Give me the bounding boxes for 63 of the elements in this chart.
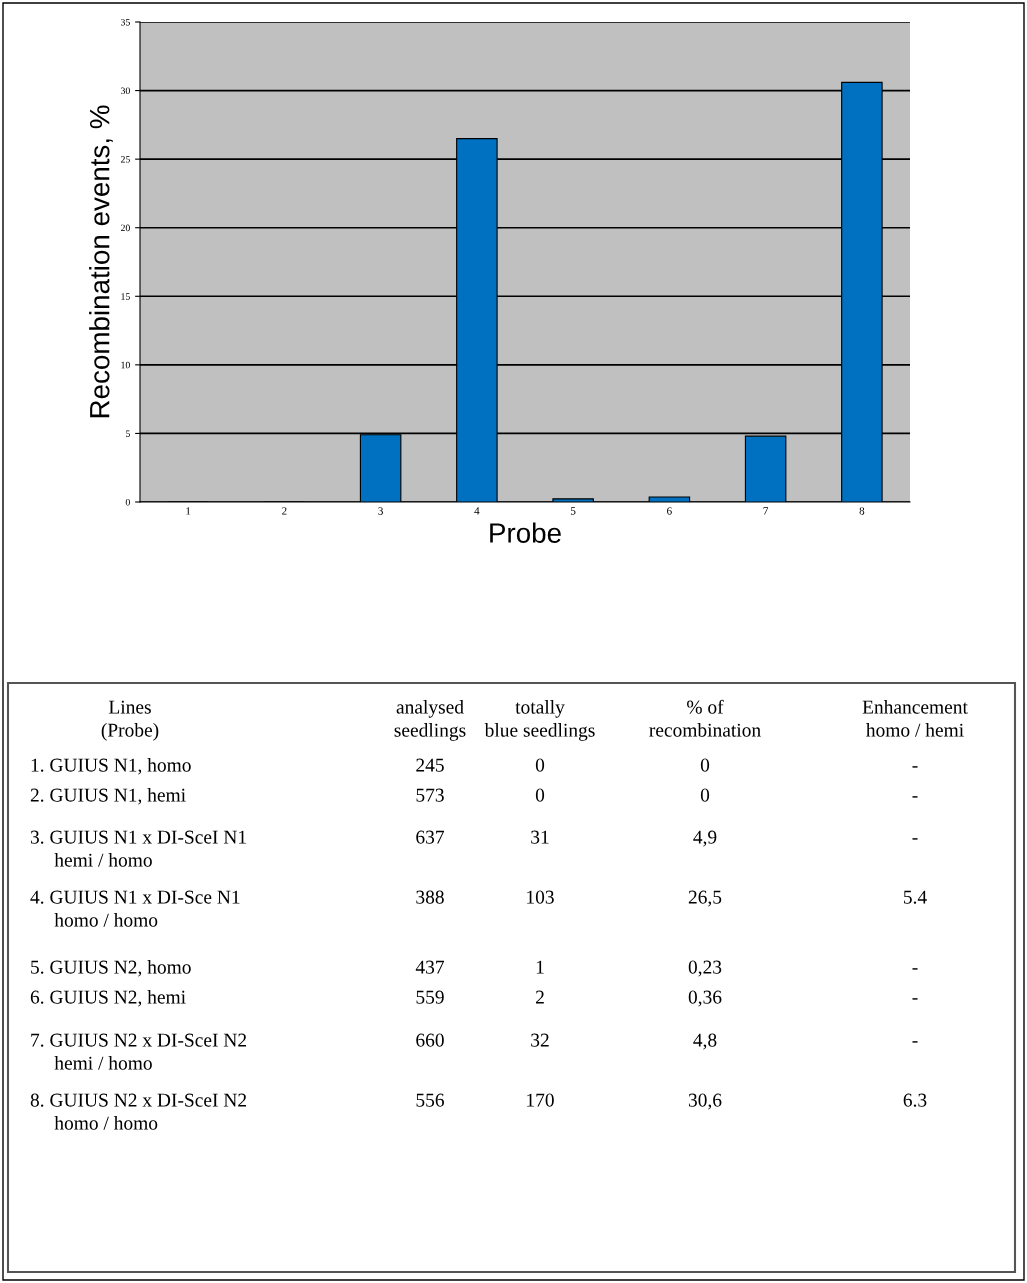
y-tick-label: 5 xyxy=(125,430,130,437)
text: 559 xyxy=(416,990,444,1004)
text: 437 xyxy=(415,960,445,974)
text: 6.3 xyxy=(903,1093,927,1107)
text: 660 xyxy=(416,1033,444,1047)
text: 4. GUIUS N1 x DI-Sce N1 homo / homo xyxy=(30,890,240,927)
text: 4,9 xyxy=(693,830,717,847)
text: 6. GUIUS N2, hemi xyxy=(30,990,186,1007)
text: 32 xyxy=(531,1033,549,1047)
x-tick-label: 6 xyxy=(667,507,672,515)
y-tick-label: 25 xyxy=(120,156,130,163)
text: 2. GUIUS N1, hemi xyxy=(30,788,186,805)
y-tick-label: 0 xyxy=(125,498,130,506)
text: Enhancement homo / hemi xyxy=(862,700,968,737)
text: 556 xyxy=(416,1093,444,1107)
text: 170 xyxy=(527,1093,554,1107)
y-axis-title: Recombination events, % xyxy=(89,105,113,418)
y-tick-label: 35 xyxy=(121,18,130,26)
x-tick-label: 5 xyxy=(570,507,576,515)
text: - xyxy=(912,766,918,768)
y-tick-label: 10 xyxy=(121,361,130,369)
text: totally blue seedlings xyxy=(484,700,595,741)
text: Lines (Probe) xyxy=(101,700,159,741)
text: 388 xyxy=(416,890,444,904)
text: 5. GUIUS N2, homo xyxy=(31,960,191,977)
text: 2 xyxy=(535,990,544,1004)
text: 245 xyxy=(416,758,444,772)
x-axis-title: Probe xyxy=(490,522,561,543)
text: 0,23 xyxy=(688,960,722,977)
text: 8. GUIUS N2 x DI-SceI N2 homo / homo xyxy=(30,1093,247,1130)
text: 0 xyxy=(535,788,545,802)
text: 3. GUIUS N1 x DI-SceI N1 hemi / homo xyxy=(30,830,246,867)
x-tick-label: 7 xyxy=(763,507,769,515)
text: 0 xyxy=(700,758,710,772)
text: 637 xyxy=(416,830,445,844)
text: - xyxy=(912,838,918,840)
text: - xyxy=(912,968,918,970)
text: 7. GUIUS N2 x DI-SceI N2 hemi / homo xyxy=(31,1033,247,1070)
x-tick-label: 8 xyxy=(859,507,865,515)
text: 5.4 xyxy=(903,890,927,904)
text: 0 xyxy=(535,758,545,772)
text: 103 xyxy=(527,890,554,904)
text: 0,36 xyxy=(688,990,722,1007)
text: 31 xyxy=(531,830,549,844)
x-tick-label: 3 xyxy=(378,507,383,515)
text: 1 xyxy=(536,960,544,974)
text: 573 xyxy=(416,788,444,802)
y-tick-label: 20 xyxy=(120,224,130,232)
text: - xyxy=(912,1041,918,1043)
text: 0 xyxy=(700,788,710,802)
text: 26,5 xyxy=(688,890,722,907)
text: 30,6 xyxy=(688,1093,722,1110)
text: 1. GUIUS N1, homo xyxy=(31,758,191,775)
x-tick-label: 1 xyxy=(186,507,191,515)
x-tick-label: 2 xyxy=(282,507,287,515)
text: 4,8 xyxy=(693,1033,717,1050)
text: - xyxy=(912,998,918,1000)
y-tick-label: 15 xyxy=(121,293,130,300)
x-tick-label: 4 xyxy=(474,507,480,515)
text: analysed seedlings xyxy=(394,700,466,741)
text: % of recombination xyxy=(649,699,761,737)
y-tick-label: 30 xyxy=(121,87,130,95)
text: - xyxy=(912,796,918,798)
